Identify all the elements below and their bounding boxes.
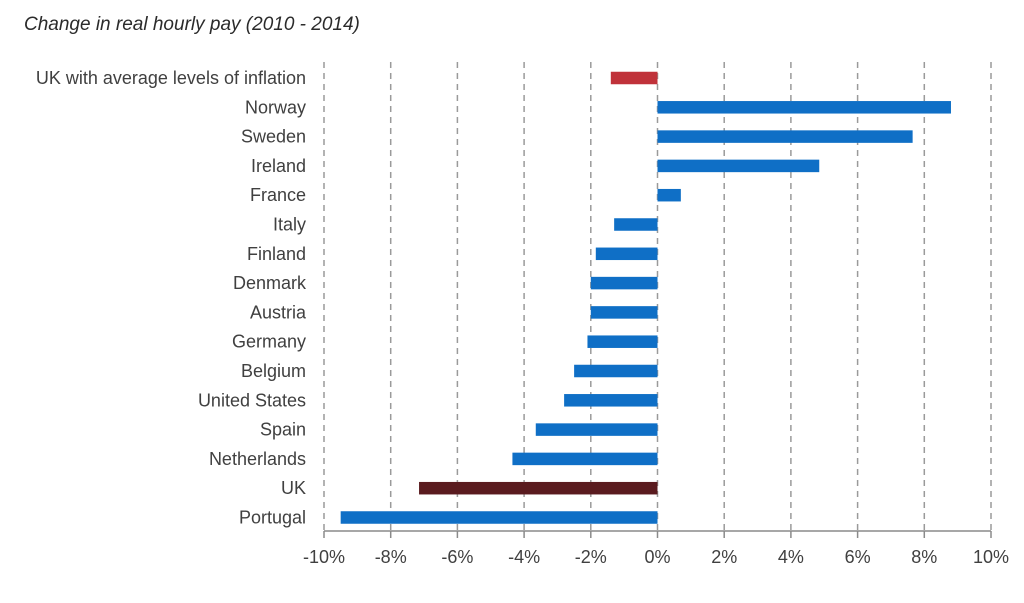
category-label: Germany	[232, 332, 306, 352]
x-tick-label: -8%	[375, 547, 407, 567]
bar	[340, 511, 658, 524]
bar	[657, 188, 681, 202]
bar	[614, 218, 658, 231]
bar	[657, 130, 913, 143]
bar	[564, 394, 658, 407]
category-label: Spain	[260, 420, 306, 440]
chart-title: Change in real hourly pay (2010 - 2014)	[24, 14, 360, 35]
x-tick-label: -4%	[508, 547, 540, 567]
x-tick-label: -2%	[575, 547, 607, 567]
category-label: Portugal	[239, 508, 306, 528]
x-tick-label: -6%	[441, 547, 473, 567]
bar	[590, 276, 658, 290]
bar	[657, 101, 951, 114]
x-tick-label: 2%	[711, 547, 737, 567]
category-label: Ireland	[251, 156, 306, 176]
category-label: United States	[198, 390, 306, 410]
bar	[512, 452, 658, 466]
x-tick-label: 6%	[845, 547, 871, 567]
bar	[419, 481, 658, 495]
category-label: Netherlands	[209, 449, 306, 469]
bar	[587, 335, 658, 348]
category-label: Austria	[250, 302, 307, 322]
category-label: Norway	[245, 97, 306, 117]
bar	[590, 306, 658, 319]
category-label: Sweden	[241, 127, 306, 147]
x-tick-label: 8%	[911, 547, 937, 567]
bar	[595, 247, 658, 261]
x-tick-label: 4%	[778, 547, 804, 567]
category-label: Belgium	[241, 361, 306, 381]
bar	[574, 364, 658, 378]
x-tick-label: 10%	[973, 547, 1009, 567]
category-label: Italy	[273, 215, 306, 235]
x-tick-label: -10%	[303, 547, 345, 567]
bar	[657, 159, 820, 173]
category-label: France	[250, 185, 306, 205]
category-label: UK with average levels of inflation	[36, 68, 306, 88]
category-label: Denmark	[233, 273, 307, 293]
bar	[610, 71, 658, 85]
category-label: Finland	[247, 244, 306, 264]
bar	[535, 423, 658, 436]
x-tick-label: 0%	[644, 547, 670, 567]
category-label: UK	[281, 478, 306, 498]
